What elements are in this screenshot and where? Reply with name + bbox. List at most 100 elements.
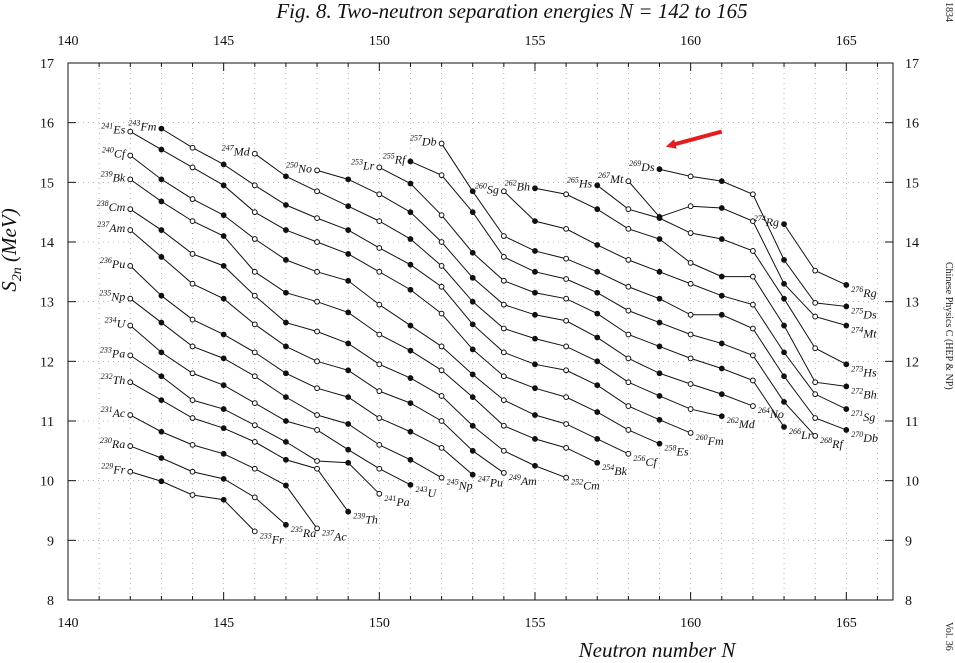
data-point — [500, 397, 507, 404]
data-point — [687, 173, 694, 180]
series-start-label: 238Cm — [97, 199, 126, 214]
data-point — [594, 459, 601, 466]
data-point — [251, 528, 258, 535]
data-point — [283, 319, 289, 326]
series-line — [129, 178, 598, 464]
series-line — [129, 325, 411, 486]
data-point — [407, 375, 414, 381]
data-point — [314, 328, 320, 335]
data-point — [376, 301, 383, 308]
data-point — [345, 203, 352, 210]
data-point — [189, 397, 196, 404]
mass-number: 274 — [851, 326, 863, 335]
data-point — [750, 403, 756, 409]
x-tick-label-top: 140 — [58, 34, 79, 49]
mass-number: 235 — [99, 289, 111, 298]
element-symbol: Hs — [578, 176, 593, 190]
data-point — [438, 140, 445, 147]
data-point — [594, 268, 601, 275]
element-symbol: U — [117, 317, 127, 331]
data-point — [220, 161, 227, 168]
data-point — [251, 209, 258, 216]
data-point — [469, 447, 476, 454]
element-symbol: Md — [738, 417, 756, 431]
element-symbol: Rf — [394, 152, 407, 166]
data-point — [812, 345, 819, 352]
series-end-label: 243U — [415, 485, 437, 500]
data-point — [687, 203, 694, 210]
data-point — [625, 178, 632, 185]
data-point — [625, 427, 632, 433]
data-point — [469, 471, 476, 478]
mass-number: 271 — [851, 409, 863, 418]
data-point — [563, 276, 570, 282]
data-point — [563, 343, 570, 350]
element-symbol: Pa — [111, 346, 125, 360]
series-start-label: 253Lr — [351, 157, 375, 172]
data-point — [438, 212, 445, 219]
x-tick-label-top: 150 — [369, 34, 390, 49]
data-point — [376, 331, 383, 338]
data-point — [687, 381, 694, 387]
data-point — [625, 450, 632, 457]
data-point — [656, 236, 663, 242]
data-point — [718, 391, 725, 398]
data-point — [220, 233, 227, 239]
data-point — [407, 481, 414, 488]
data-point — [127, 443, 134, 449]
data-point — [158, 292, 165, 299]
data-point — [158, 125, 165, 132]
series-line — [410, 160, 816, 437]
data-point — [625, 379, 632, 386]
element-symbol: Mt — [862, 327, 877, 341]
data-point — [345, 394, 352, 401]
series-db — [438, 140, 850, 433]
data-point — [781, 257, 787, 263]
data-point — [781, 349, 787, 356]
data-point — [283, 418, 289, 424]
series-bk — [127, 176, 601, 466]
data-point — [532, 462, 538, 469]
y-tick-label-left: 9 — [47, 534, 54, 549]
data-point — [189, 218, 196, 225]
side-volume: Vol. 36 — [943, 622, 954, 651]
series-am — [127, 227, 507, 476]
series-start-label: 274Rg — [754, 214, 779, 229]
data-point — [687, 280, 694, 287]
element-symbol: Lr — [800, 428, 813, 442]
data-point — [843, 303, 850, 310]
data-point — [251, 465, 258, 472]
mass-number: 233 — [100, 345, 112, 354]
axis-ticks: 140 140 145 145 150 150 155 155 160 160 165 165 8 8 9 9… — [40, 34, 919, 631]
data-point — [750, 273, 756, 280]
element-symbol: Ds — [862, 307, 877, 321]
data-point — [781, 373, 787, 380]
data-point — [251, 349, 258, 356]
element-symbol: Hs — [862, 365, 877, 379]
x-tick-label-top: 145 — [213, 34, 234, 49]
mass-number: 233 — [260, 531, 272, 540]
data-point — [625, 257, 632, 263]
data-point — [314, 458, 320, 464]
series-line — [129, 265, 474, 476]
mass-number: 272 — [851, 386, 863, 395]
data-point — [345, 176, 352, 183]
data-point — [656, 393, 663, 399]
mass-number: 267 — [598, 171, 611, 180]
side-journal-name: Chinese Physics C (HEP & NP) — [943, 262, 954, 390]
data-point — [283, 173, 289, 180]
data-point — [656, 166, 663, 173]
series-end-label: 241Pa — [384, 494, 409, 509]
element-symbol: Ac — [333, 529, 347, 543]
series-start-label: 267Mt — [598, 171, 624, 186]
data-point — [189, 251, 196, 257]
data-point — [345, 340, 352, 347]
data-point — [532, 248, 538, 254]
element-symbol: Bh — [863, 387, 876, 401]
mass-number: 245 — [447, 478, 459, 487]
element-symbol: Th — [113, 373, 126, 387]
data-point — [407, 180, 414, 187]
series-end-label: 273Hs — [851, 364, 877, 379]
data-point — [314, 525, 320, 532]
data-point — [220, 406, 227, 412]
